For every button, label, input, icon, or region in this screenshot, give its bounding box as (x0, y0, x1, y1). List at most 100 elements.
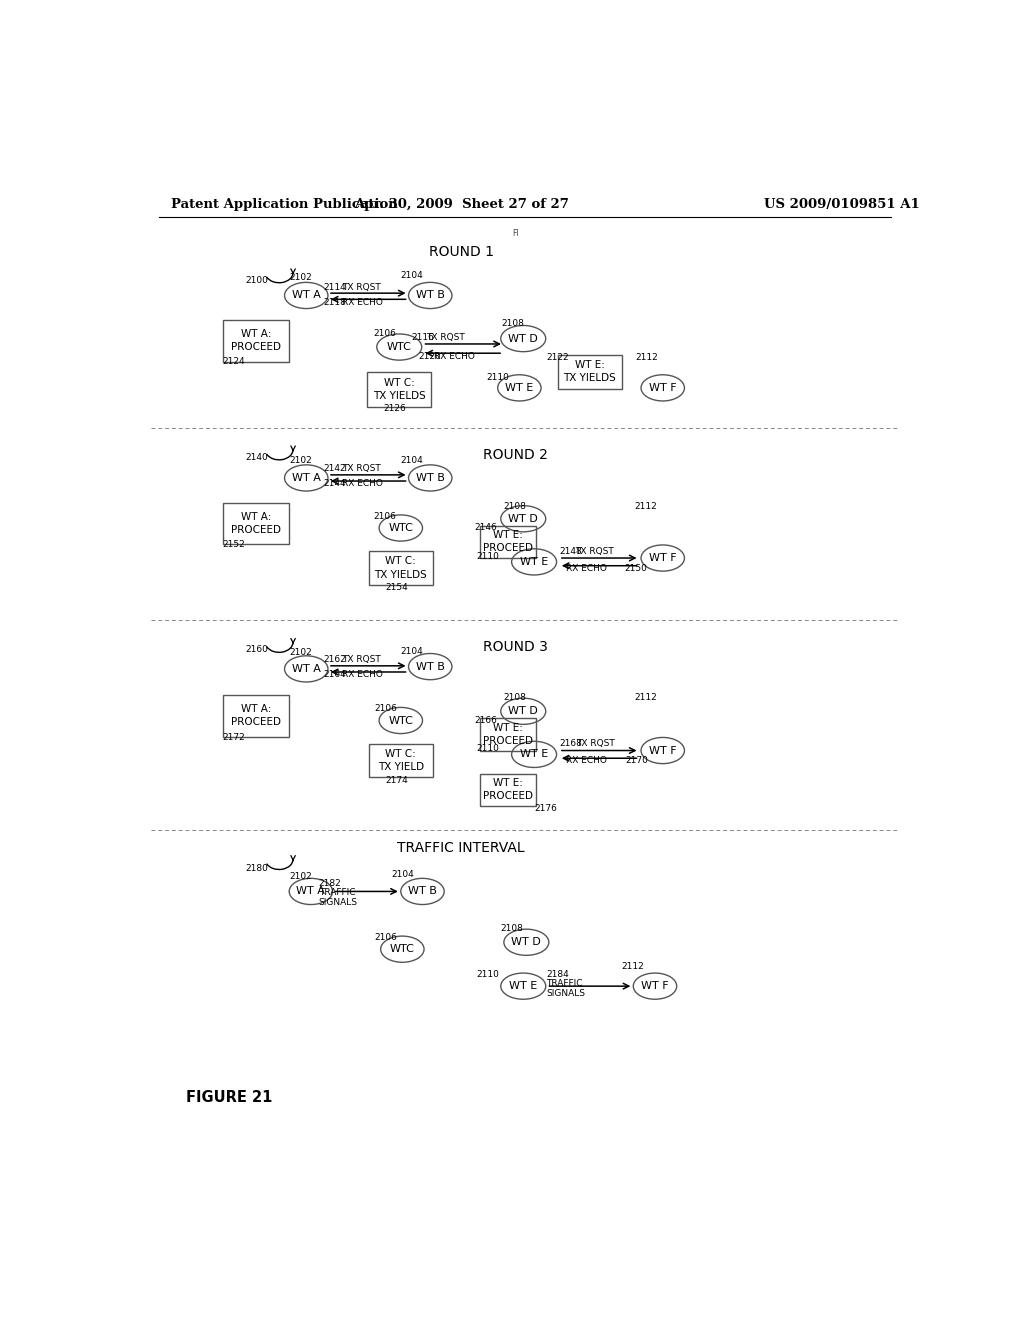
Text: WT F: WT F (649, 746, 677, 755)
Text: TX RQST: TX RQST (342, 465, 381, 473)
Text: 2168: 2168 (559, 739, 582, 748)
Text: 2118: 2118 (324, 298, 346, 306)
Text: 2124: 2124 (222, 358, 245, 366)
Text: WT D: WT D (508, 513, 539, 524)
Text: TRAFFIC INTERVAL: TRAFFIC INTERVAL (397, 841, 525, 855)
Text: 2166: 2166 (474, 715, 498, 725)
Text: TRAFFIC: TRAFFIC (318, 888, 355, 898)
Text: 2100: 2100 (246, 276, 268, 285)
Text: 2114: 2114 (324, 284, 346, 292)
Text: 2184: 2184 (547, 970, 569, 979)
Text: 2146: 2146 (474, 524, 498, 532)
Text: 2148: 2148 (559, 546, 582, 556)
Text: 2122: 2122 (547, 352, 569, 362)
Text: 2108: 2108 (503, 502, 526, 511)
Text: WT C:
TX YIELD: WT C: TX YIELD (378, 748, 424, 772)
Text: 2160: 2160 (246, 645, 268, 655)
Text: WT F: WT F (641, 981, 669, 991)
Text: 2104: 2104 (400, 647, 424, 656)
Text: WT E: WT E (509, 981, 538, 991)
Text: 2142: 2142 (324, 465, 346, 473)
Text: 2102: 2102 (289, 648, 312, 657)
Text: WT E: WT E (505, 383, 534, 393)
Text: 2172: 2172 (222, 733, 246, 742)
Text: RX ECHO: RX ECHO (342, 479, 383, 488)
Text: 2180: 2180 (246, 863, 268, 873)
Text: 2116: 2116 (411, 333, 434, 342)
Text: WT A: WT A (292, 473, 321, 483)
Text: 2140: 2140 (246, 453, 268, 462)
Text: ROUND 1: ROUND 1 (429, 246, 494, 259)
Text: ROUND 3: ROUND 3 (483, 640, 548, 655)
Text: 2106: 2106 (375, 933, 397, 942)
Text: 2170: 2170 (626, 756, 648, 766)
Text: 2144: 2144 (324, 479, 346, 488)
Text: 2106: 2106 (373, 512, 395, 521)
Text: WT C:
TX YIELDS: WT C: TX YIELDS (375, 557, 427, 579)
Text: 2120: 2120 (419, 352, 441, 360)
Text: 2104: 2104 (400, 455, 424, 465)
Text: 2176: 2176 (535, 804, 557, 813)
Text: 2164: 2164 (324, 669, 346, 678)
Text: TX RQST: TX RQST (575, 739, 614, 748)
Text: WTC: WTC (388, 523, 414, 533)
Text: WT E:
TX YIELDS: WT E: TX YIELDS (563, 360, 616, 383)
Text: 2126: 2126 (384, 404, 407, 413)
Text: 2112: 2112 (635, 693, 657, 702)
Text: 2150: 2150 (624, 564, 647, 573)
Text: 2106: 2106 (373, 330, 395, 338)
Text: WT F: WT F (649, 383, 677, 393)
Text: WT B: WT B (416, 473, 444, 483)
Text: WT A:
PROCEED: WT A: PROCEED (230, 512, 281, 535)
Text: 2112: 2112 (621, 962, 644, 972)
Text: WT F: WT F (649, 553, 677, 564)
Text: 2110: 2110 (477, 552, 500, 561)
Text: SIGNALS: SIGNALS (318, 898, 357, 907)
Text: WT B: WT B (416, 290, 444, 301)
Text: WT E:
PROCEED: WT E: PROCEED (482, 779, 532, 801)
Text: SIGNALS: SIGNALS (547, 989, 586, 998)
Text: ROUND 2: ROUND 2 (483, 447, 548, 462)
Text: 2108: 2108 (503, 693, 526, 702)
Text: WT D: WT D (508, 706, 539, 717)
Text: 2112: 2112 (636, 352, 658, 362)
Text: Apr. 30, 2009  Sheet 27 of 27: Apr. 30, 2009 Sheet 27 of 27 (354, 198, 568, 211)
Text: WT E: WT E (520, 557, 548, 566)
Text: 2174: 2174 (385, 776, 408, 785)
Text: RX ECHO: RX ECHO (566, 564, 607, 573)
Text: WT E: WT E (520, 750, 548, 759)
Text: TX RQST: TX RQST (342, 284, 381, 292)
Text: WT E:
PROCEED: WT E: PROCEED (482, 531, 532, 553)
Text: RX ECHO: RX ECHO (342, 669, 383, 678)
Text: 2154: 2154 (385, 583, 408, 591)
Text: RX ECHO: RX ECHO (434, 352, 475, 360)
Text: 2106: 2106 (375, 705, 397, 713)
Text: WTC: WTC (390, 944, 415, 954)
Text: 2110: 2110 (477, 744, 500, 754)
Text: FI: FI (512, 230, 519, 239)
Text: WT A:
PROCEED: WT A: PROCEED (230, 329, 281, 352)
Text: TRAFFIC: TRAFFIC (547, 979, 583, 989)
Text: 2108: 2108 (500, 924, 523, 933)
Text: WT C:
TX YIELDS: WT C: TX YIELDS (373, 378, 426, 401)
Text: 2182: 2182 (318, 879, 341, 888)
Text: RX ECHO: RX ECHO (566, 756, 607, 766)
Text: TX RQST: TX RQST (342, 655, 381, 664)
Text: 2110: 2110 (477, 970, 500, 979)
Text: 2110: 2110 (486, 372, 509, 381)
Text: 2102: 2102 (289, 871, 312, 880)
Text: 2104: 2104 (391, 870, 415, 879)
Text: WT E:
PROCEED: WT E: PROCEED (482, 723, 532, 746)
Text: TX RQST: TX RQST (575, 546, 614, 556)
Text: WT B: WT B (408, 887, 437, 896)
Text: WTC: WTC (388, 715, 414, 726)
Text: WT D: WT D (508, 334, 539, 343)
Text: WT A: WT A (292, 664, 321, 675)
Text: 2102: 2102 (289, 273, 312, 282)
Text: RX ECHO: RX ECHO (342, 298, 383, 306)
Text: WTC: WTC (387, 342, 412, 352)
Text: FIGURE 21: FIGURE 21 (186, 1090, 272, 1105)
Text: 2102: 2102 (289, 455, 312, 465)
Text: WT A: WT A (292, 290, 321, 301)
Text: WT A:
PROCEED: WT A: PROCEED (230, 705, 281, 727)
